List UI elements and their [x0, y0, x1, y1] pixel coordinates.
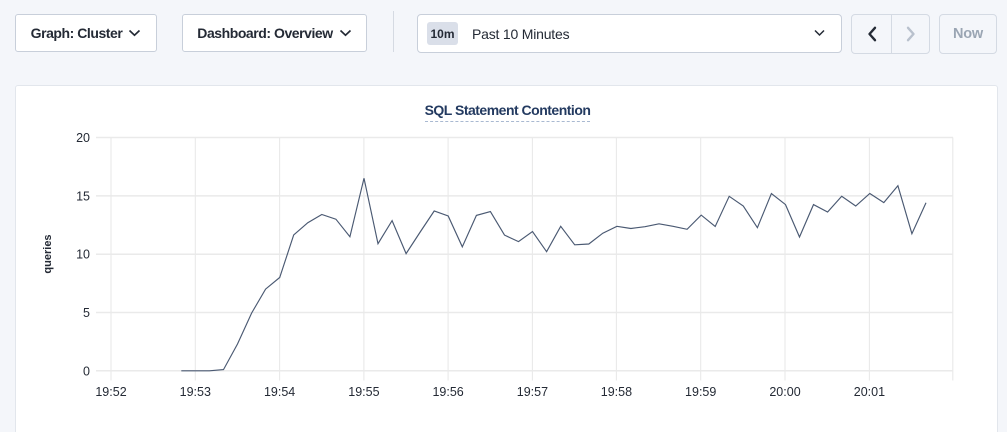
svg-text:20:00: 20:00: [769, 385, 800, 399]
svg-text:20: 20: [76, 131, 90, 145]
svg-text:19:52: 19:52: [95, 385, 126, 399]
svg-text:queries: queries: [42, 234, 54, 273]
svg-text:19:53: 19:53: [180, 385, 211, 399]
svg-text:20:01: 20:01: [854, 385, 885, 399]
svg-text:5: 5: [83, 306, 90, 320]
svg-text:19:55: 19:55: [348, 385, 379, 399]
svg-text:19:54: 19:54: [264, 385, 295, 399]
svg-text:19:57: 19:57: [517, 385, 548, 399]
svg-text:19:56: 19:56: [432, 385, 463, 399]
svg-text:19:59: 19:59: [685, 385, 716, 399]
svg-text:0: 0: [83, 364, 90, 378]
svg-text:19:58: 19:58: [601, 385, 632, 399]
svg-text:15: 15: [76, 189, 90, 203]
svg-text:10: 10: [76, 248, 90, 262]
